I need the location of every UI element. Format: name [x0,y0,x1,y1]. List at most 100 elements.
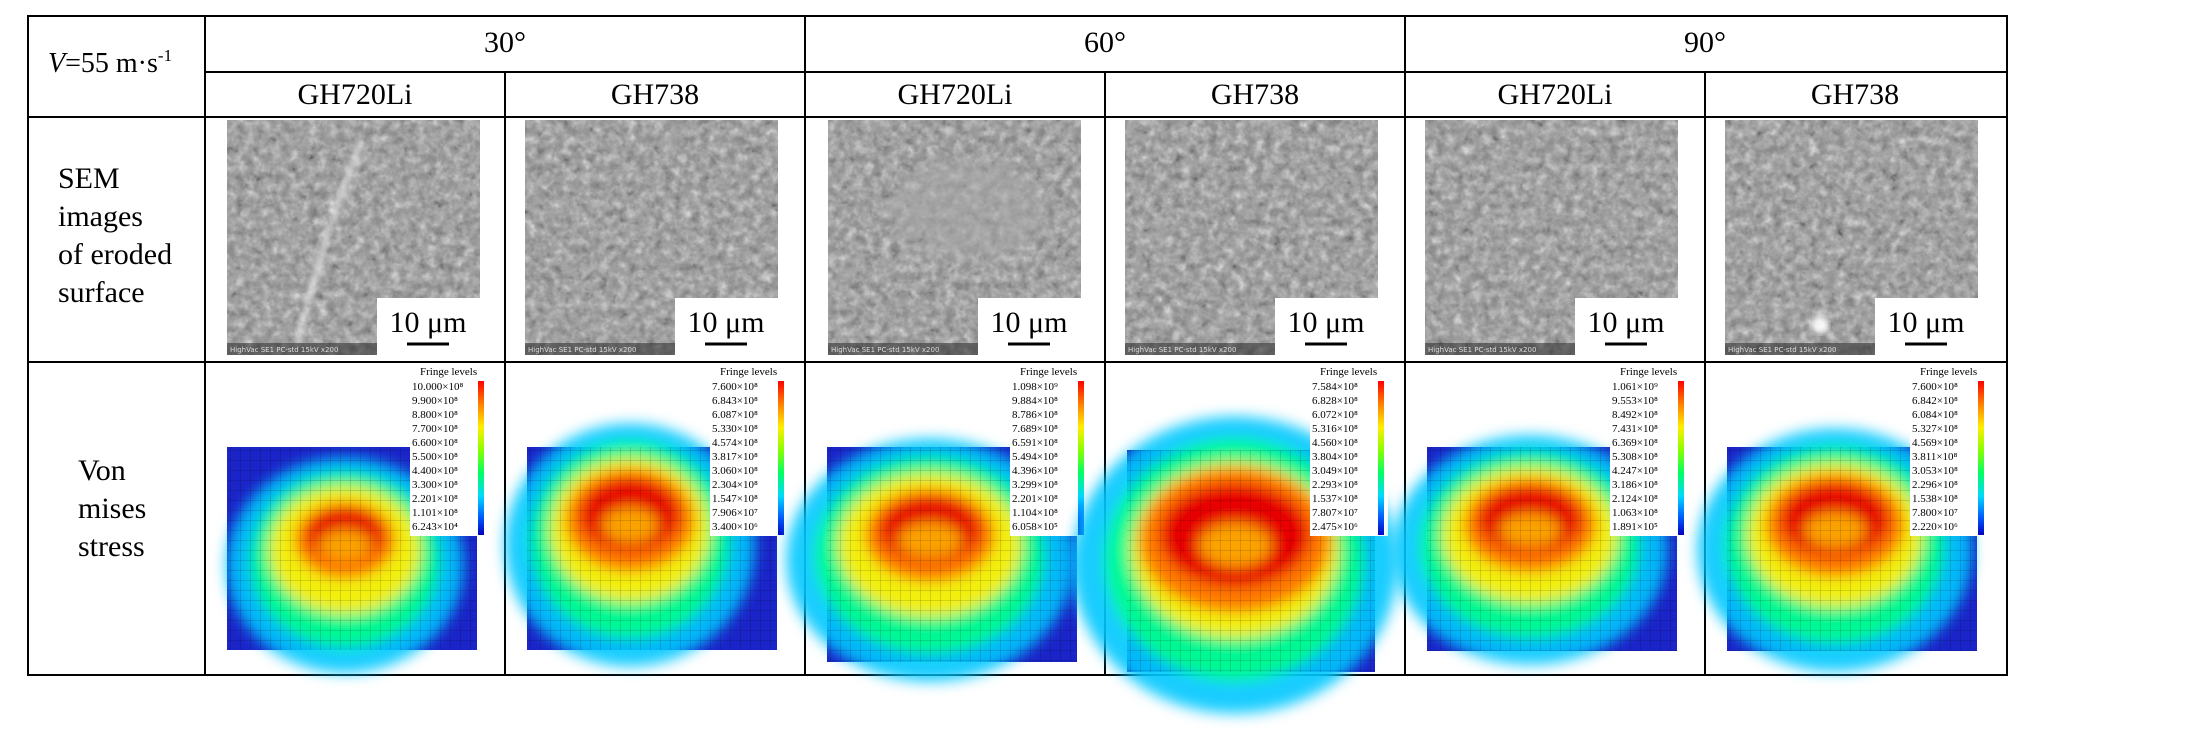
material-header: GH720Li [1498,78,1613,111]
fringe-level: 4.400×10⁸ [412,465,458,477]
fringe-level: 5.308×10⁸ [1612,451,1658,463]
fringe-level: 7.600×10⁸ [712,381,758,393]
angle-header-3: 90° [1684,26,1726,59]
von-mises-plot: Fringe levels 10.000×10⁸ 9.900×10⁸ 8.800×10… [226,366,488,673]
fringe-level: 3.400×10⁶ [712,521,758,533]
fringe-level: 3.060×10⁸ [712,465,758,477]
fringe-level: 9.884×10⁸ [1012,395,1058,407]
fringe-level: 8.492×10⁸ [1612,409,1658,421]
fringe-legend: Fringe levels 7.584×10⁸ 6.828×10⁸ 6.072×10⁸… [1310,366,1388,536]
material-header: GH738 [1211,78,1299,111]
velocity-symbol: V [48,48,68,79]
fringe-level: 7.807×10⁷ [1312,507,1358,519]
fringe-title: Fringe levels [420,366,477,378]
sem-footer-text: HighVac SE1 PC-std 15kV x200 [831,346,939,354]
fringe-title: Fringe levels [1920,366,1977,378]
fringe-level: 4.574×10⁸ [712,437,758,449]
velocity-value: =55 m·s [65,48,158,79]
scale-bar-label: 10 μm [991,306,1068,339]
fringe-level: 1.104×10⁸ [1012,507,1058,519]
fringe-color-bar [1378,381,1384,535]
material-header: GH738 [1811,78,1899,111]
fringe-level: 3.811×10⁸ [1912,451,1958,463]
fringe-level: 1.061×10⁹ [1612,381,1658,393]
fringe-level: 9.553×10⁸ [1612,395,1658,407]
sem-footer-text: HighVac SE1 PC-std 15kV x200 [528,346,636,354]
fringe-level: 2.220×10⁶ [1912,521,1958,533]
fringe-level: 5.500×10⁸ [412,451,458,463]
fringe-color-bar [1078,381,1084,535]
fringe-level: 3.186×10⁸ [1612,479,1658,491]
row-label-sem: SEM [58,162,120,195]
fringe-level: 6.243×10⁴ [412,521,458,533]
fringe-level: 3.053×10⁸ [1912,465,1958,477]
fringe-level: 1.101×10⁸ [412,507,458,519]
fringe-level: 6.842×10⁸ [1912,395,1958,407]
fringe-level: 6.591×10⁸ [1012,437,1058,449]
velocity-exponent: -1 [158,46,172,65]
sem-footer-text: HighVac SE1 PC-std 15kV x200 [230,346,338,354]
table-grid [27,15,2008,676]
fringe-level: 1.063×10⁸ [1612,507,1658,519]
fringe-level: 3.817×10⁸ [712,451,758,463]
row-label-vm: stress [78,530,145,563]
fringe-level: 6.087×10⁸ [712,409,758,421]
fringe-level: 6.828×10⁸ [1312,395,1358,407]
von-mises-plot: Fringe levels 7.600×10⁸ 6.843×10⁸ 6.087×10⁸… [505,366,788,667]
scale-bar-label: 10 μm [390,306,467,339]
fringe-color-bar [478,381,484,535]
von-mises-plot: Fringe levels 1.061×10⁹ 9.553×10⁸ 8.492×10⁸… [1392,366,1688,665]
sem-image: HighVac SE1 PC-std 15kV x200 10 μm [1125,120,1378,355]
fringe-level: 1.891×10⁵ [1612,521,1658,533]
fringe-level: 7.584×10⁸ [1312,381,1358,393]
sem-image: HighVac SE1 PC-std 15kV x200 10 μm [1725,120,1978,355]
fringe-level: 5.327×10⁸ [1912,423,1958,435]
fringe-level: 2.293×10⁸ [1312,479,1358,491]
sem-footer-text: HighVac SE1 PC-std 15kV x200 [1728,346,1836,354]
fringe-level: 6.600×10⁸ [412,437,458,449]
von-mises-plot: Fringe levels 7.584×10⁸ 6.828×10⁸ 6.072×10⁸… [1072,366,1398,714]
fringe-level: 6.369×10⁸ [1612,437,1658,449]
angle-header-2: 60° [1084,26,1126,59]
fringe-level: 2.201×10⁸ [412,493,458,505]
fringe-level: 9.900×10⁸ [412,395,458,407]
fringe-legend: Fringe levels 1.061×10⁹ 9.553×10⁸ 8.492×10⁸… [1610,366,1688,536]
fringe-legend: Fringe levels 1.098×10⁹ 9.884×10⁸ 8.786×10⁸… [1010,366,1088,536]
fringe-level: 7.600×10⁸ [1912,381,1958,393]
fringe-level: 7.700×10⁸ [412,423,458,435]
fringe-level: 1.547×10⁸ [712,493,758,505]
scale-bar-label: 10 μm [1888,306,1965,339]
material-header: GH738 [611,78,699,111]
sem-footer-text: HighVac SE1 PC-std 15kV x200 [1128,346,1236,354]
fringe-level: 2.304×10⁸ [712,479,758,491]
fringe-color-bar [1978,381,1984,535]
fringe-level: 5.494×10⁸ [1012,451,1058,463]
fringe-level: 4.569×10⁸ [1912,437,1958,449]
fringe-level: 7.800×10⁷ [1912,507,1958,519]
sem-image: HighVac SE1 PC-std 15kV x200 10 μm [828,120,1081,355]
fringe-legend: Fringe levels 7.600×10⁸ 6.842×10⁸ 6.084×10⁸… [1910,366,1988,536]
fringe-level: 1.537×10⁸ [1312,493,1358,505]
fringe-level: 3.049×10⁸ [1312,465,1358,477]
fringe-level: 4.560×10⁸ [1312,437,1358,449]
fringe-level: 8.800×10⁸ [412,409,458,421]
sem-image: HighVac SE1 PC-std 15kV x200 10 μm [1425,120,1678,355]
fringe-color-bar [1678,381,1684,535]
fringe-color-bar [778,381,784,535]
row-label-vm: mises [78,492,146,525]
fringe-level: 10.000×10⁸ [412,381,463,393]
sem-footer-text: HighVac SE1 PC-std 15kV x200 [1428,346,1536,354]
fringe-level: 2.124×10⁸ [1612,493,1658,505]
row-label-sem: surface [58,276,145,309]
fringe-level: 4.396×10⁸ [1012,465,1058,477]
fringe-level: 5.316×10⁸ [1312,423,1358,435]
fringe-level: 2.201×10⁸ [1012,493,1058,505]
fringe-level: 7.906×10⁷ [712,507,758,519]
fringe-title: Fringe levels [1320,366,1377,378]
sem-image: HighVac SE1 PC-std 15kV x200 10 μm [227,120,480,355]
fringe-title: Fringe levels [1020,366,1077,378]
von-mises-plot: Fringe levels 1.098×10⁹ 9.884×10⁸ 8.786×10⁸… [786,366,1088,682]
fringe-level: 7.689×10⁸ [1012,423,1058,435]
fringe-level: 3.804×10⁸ [1312,451,1358,463]
